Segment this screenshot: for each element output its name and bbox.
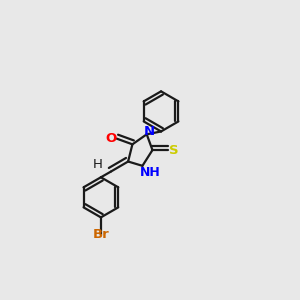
Text: S: S xyxy=(169,144,179,157)
Text: N: N xyxy=(144,125,155,138)
Text: O: O xyxy=(105,132,116,145)
Text: Br: Br xyxy=(92,228,109,241)
Text: NH: NH xyxy=(140,166,161,179)
Text: H: H xyxy=(93,158,103,171)
